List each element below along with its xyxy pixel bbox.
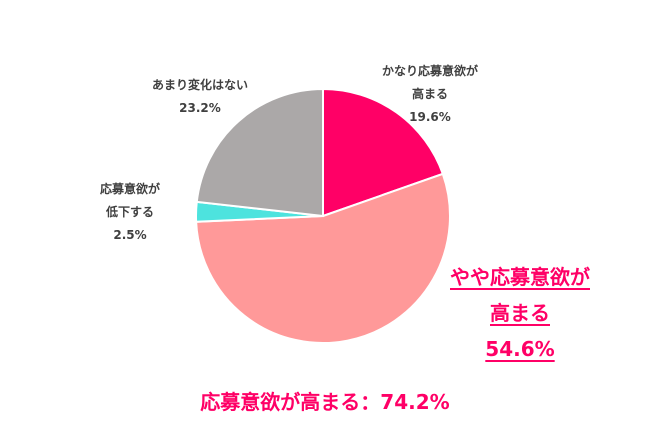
label-text: 低下する bbox=[105, 205, 154, 219]
label-down: 応募意欲が 低下する 2.5% bbox=[80, 178, 180, 247]
label-text: あまり変化はない bbox=[151, 78, 248, 92]
label-strong-up: かなり応募意欲が 高まる 19.6% bbox=[360, 60, 500, 129]
label-text: 高まる bbox=[411, 87, 448, 101]
label-no-change: あまり変化はない 23.2% bbox=[130, 74, 270, 120]
label-value: 19.6% bbox=[409, 110, 451, 124]
label-value: 23.2% bbox=[179, 101, 221, 115]
label-text: やや応募意欲が bbox=[450, 265, 590, 289]
pie-slice bbox=[195, 172, 451, 344]
summary-annotation: 応募意欲が高まる：74.2% bbox=[200, 390, 450, 414]
label-text: かなり応募意欲が bbox=[381, 64, 478, 78]
label-text: 高まる bbox=[490, 301, 550, 325]
label-value: 54.6% bbox=[485, 337, 555, 361]
label-value: 2.5% bbox=[113, 228, 147, 242]
pie-slice bbox=[195, 87, 324, 218]
label-slight-up: やや応募意欲が 高まる 54.6% bbox=[430, 259, 610, 367]
label-text: 応募意欲が bbox=[99, 182, 160, 196]
